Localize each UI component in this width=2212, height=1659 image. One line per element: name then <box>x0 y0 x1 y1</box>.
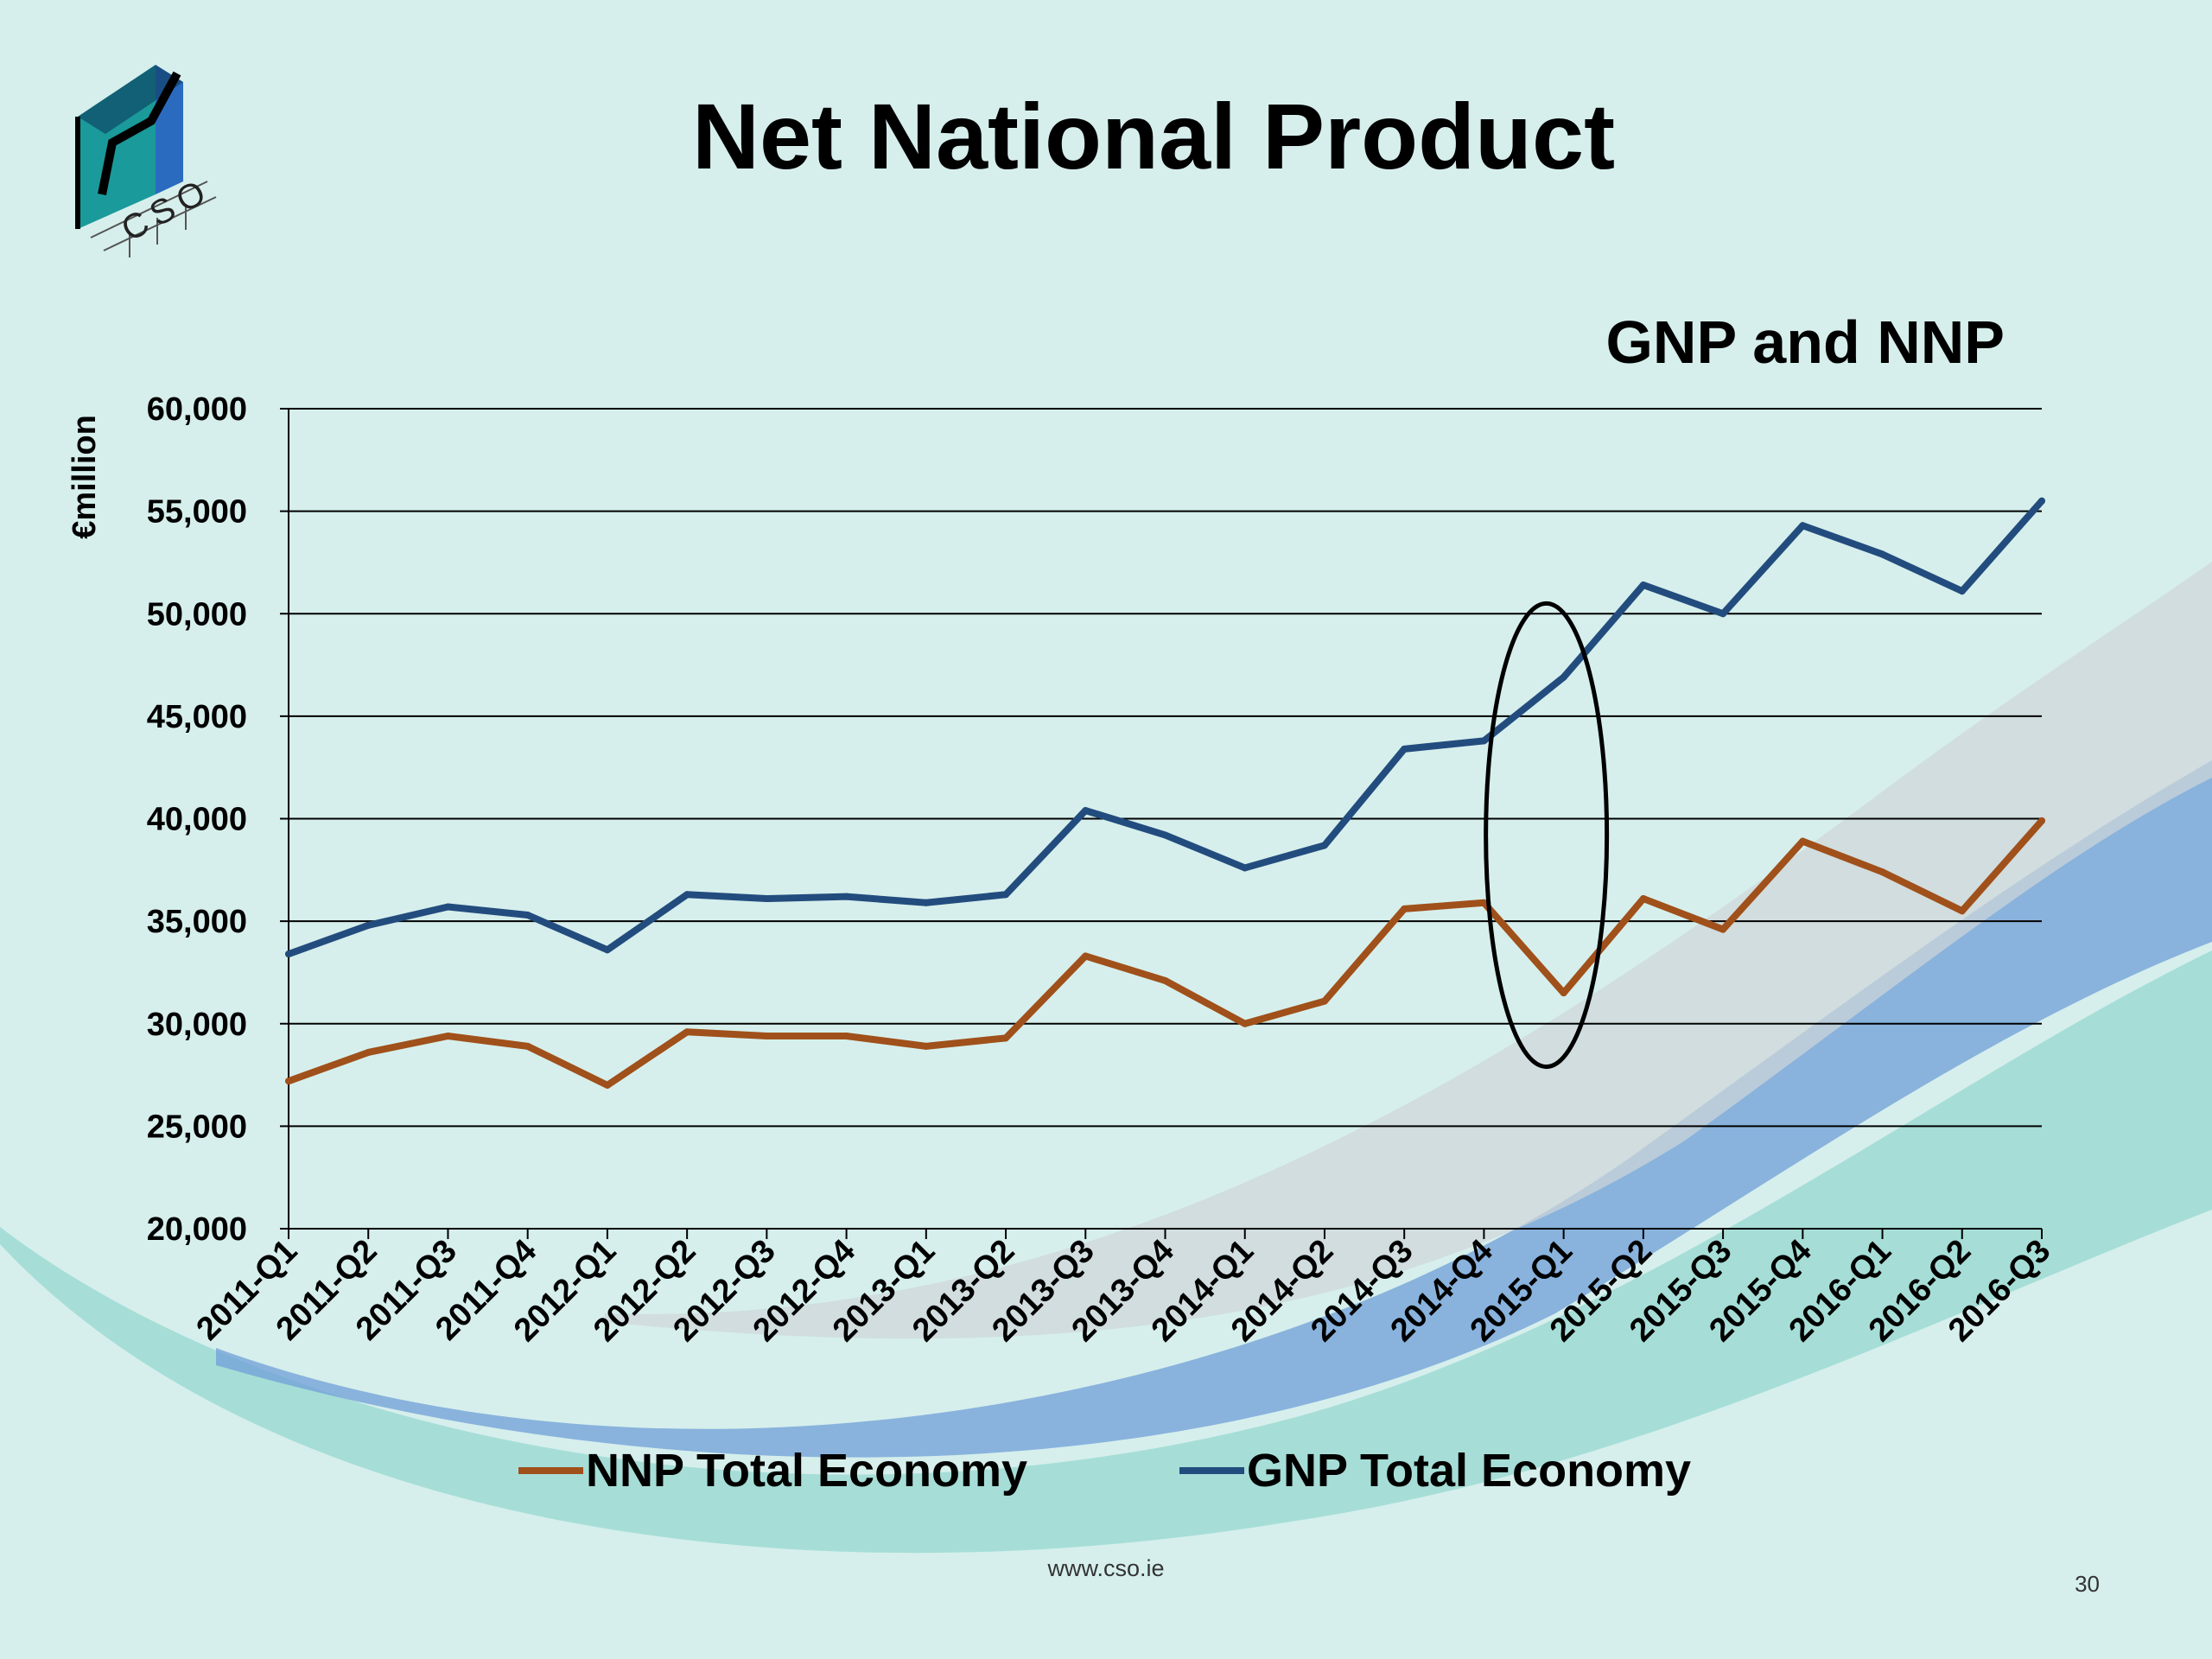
y-tick-label: 30,000 <box>147 1007 247 1043</box>
data-point <box>1480 737 1488 745</box>
data-point <box>922 1042 930 1050</box>
chart-title: GNP and NNP <box>1605 308 2005 376</box>
data-point <box>1480 899 1488 906</box>
data-point <box>285 1077 292 1085</box>
legend-label: NNP Total Economy <box>586 1445 1027 1497</box>
data-point <box>1560 673 1567 681</box>
data-point <box>1320 842 1328 849</box>
data-point <box>1082 807 1090 815</box>
data-point <box>444 903 452 911</box>
y-axis-label: €million <box>67 415 103 539</box>
data-point <box>444 1032 452 1039</box>
series-gnp <box>285 497 2045 958</box>
data-point <box>1639 582 1647 589</box>
data-point <box>1799 837 1807 845</box>
data-point <box>1878 550 1886 558</box>
y-tick-label: 35,000 <box>147 904 247 940</box>
data-point <box>922 899 930 906</box>
data-point <box>763 1032 771 1039</box>
y-tick-label: 25,000 <box>147 1109 247 1145</box>
data-point <box>603 1081 611 1089</box>
slide-title: Net National Product <box>691 84 1616 188</box>
page-number: 30 <box>2075 1571 2100 1597</box>
legend-label: GNP Total Economy <box>1247 1445 1691 1497</box>
data-point <box>365 1048 372 1056</box>
data-point <box>842 1032 850 1039</box>
data-point <box>1878 868 1886 876</box>
axes <box>280 408 2043 1239</box>
data-point <box>603 946 611 954</box>
data-point <box>1241 864 1249 872</box>
y-tick-label: 20,000 <box>147 1211 247 1248</box>
data-point <box>1958 588 1966 595</box>
data-point <box>285 950 292 958</box>
annotation-ellipse <box>1484 601 1610 1070</box>
data-point <box>1082 952 1090 960</box>
y-tick-labels: 20,000 25,000 30,000 35,000 40,000 45,000 50,0… <box>147 391 247 1248</box>
data-point <box>1161 976 1169 984</box>
data-point <box>524 912 531 919</box>
data-point <box>365 921 372 929</box>
data-point <box>1002 891 1010 899</box>
series-nnp <box>285 817 2045 1089</box>
data-point <box>683 891 691 899</box>
data-point <box>1002 1034 1010 1042</box>
y-tick-label: 45,000 <box>147 699 247 735</box>
footer-url: www.cso.ie <box>1047 1555 1165 1581</box>
data-point <box>1241 1020 1249 1027</box>
data-point <box>1639 895 1647 903</box>
data-point <box>524 1042 531 1050</box>
data-point <box>842 893 850 900</box>
data-point <box>763 895 771 903</box>
data-point <box>1719 610 1727 618</box>
y-tick-label: 50,000 <box>147 596 247 632</box>
y-tick-label: 60,000 <box>147 391 247 428</box>
series-lines <box>285 497 2045 1089</box>
data-point <box>1401 905 1408 912</box>
gridlines <box>289 408 2042 1230</box>
data-point <box>1161 831 1169 839</box>
background-swoosh <box>0 562 2212 1554</box>
data-point <box>2038 817 2045 824</box>
y-tick-label: 40,000 <box>147 802 247 838</box>
data-point <box>1320 997 1328 1005</box>
cso-logo: CSO <box>75 65 218 257</box>
data-point <box>683 1028 691 1036</box>
legend: NNP Total Economy GNP Total Economy <box>518 1445 1691 1497</box>
annotation <box>1484 601 1610 1070</box>
data-point <box>1958 907 1966 915</box>
data-point <box>1560 989 1567 997</box>
y-tick-label: 55,000 <box>147 494 247 531</box>
data-point <box>1401 745 1408 753</box>
data-point <box>1799 522 1807 530</box>
data-point <box>1719 925 1727 933</box>
data-point <box>2038 497 2045 505</box>
